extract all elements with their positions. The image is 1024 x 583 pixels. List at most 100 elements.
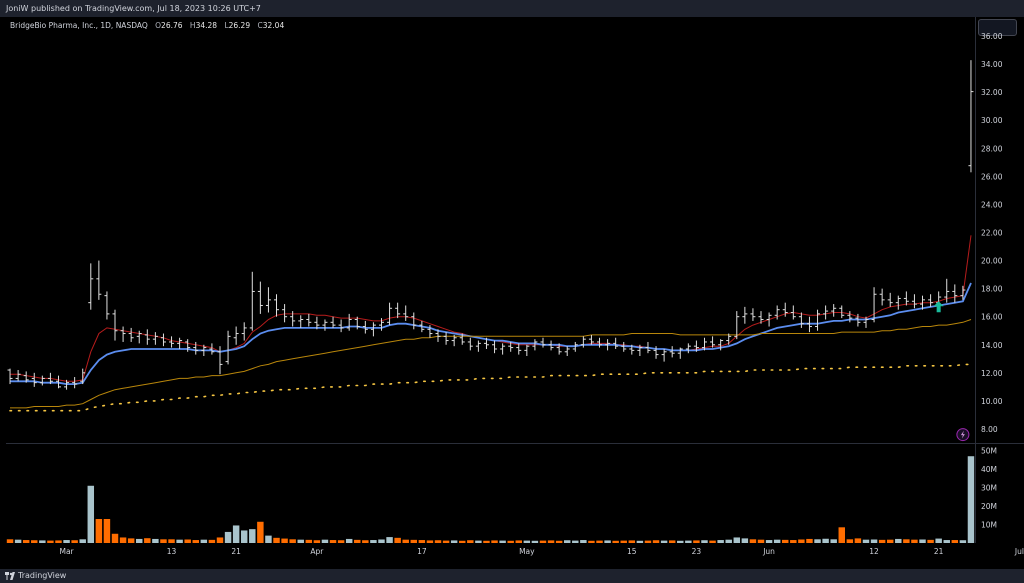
volume-bar [127, 538, 135, 543]
volume-bar [644, 540, 652, 543]
ohlc-bar [88, 263, 94, 310]
date-tick-label: 17 [417, 547, 427, 556]
ohlc-bar [580, 336, 586, 348]
volume-bar [895, 538, 902, 543]
volume-bar [870, 539, 878, 543]
ohlc-bar [928, 294, 934, 307]
volume-bar [741, 538, 749, 543]
price-tick-label: 36.00 [981, 32, 1003, 41]
volume-bar [337, 540, 345, 543]
volume-bar [402, 539, 409, 543]
ohlc-bar [815, 309, 821, 331]
volume-bar [701, 540, 708, 543]
ohlc-bar [233, 326, 239, 345]
volume-bar [919, 539, 926, 543]
signal-arrow-icon [933, 301, 944, 313]
volume-bar [224, 531, 232, 543]
ohlc-bar [290, 311, 296, 327]
volume-bar [660, 540, 668, 543]
ohlc-bar [588, 334, 594, 345]
ohlc-bar [419, 320, 425, 333]
ohlc-bar [621, 341, 627, 352]
ohlc-bar [39, 375, 45, 386]
price-tick-label: 18.00 [981, 285, 1003, 294]
volume-bar [951, 540, 959, 543]
volume-bar [475, 540, 482, 543]
volume-bar [63, 540, 70, 543]
volume-bar [725, 539, 732, 543]
volume-bar [434, 540, 442, 543]
low-label: L [224, 21, 229, 30]
volume-bar [547, 540, 555, 543]
ohlc-bar [823, 305, 829, 320]
volume-bar [354, 539, 361, 543]
volume-bar [628, 540, 636, 543]
ohlc-bar [15, 370, 21, 382]
volume-bar [305, 539, 313, 543]
ohlc-bar [217, 346, 223, 375]
volume-bar [362, 540, 369, 543]
volume-bar [87, 485, 95, 543]
ohlc-bar [782, 302, 788, 317]
volume-bar [652, 540, 660, 543]
volume-bar [39, 540, 46, 543]
ohlc-bar [120, 326, 126, 342]
ohlc-bar [112, 309, 118, 341]
ohlc-bar [443, 332, 449, 345]
volume-bar [523, 540, 531, 543]
price-tick-label: 22.00 [981, 229, 1003, 238]
volume-bar [216, 537, 224, 543]
volume-bar [572, 540, 579, 543]
ohlc-bar [128, 327, 134, 342]
volume-bar [959, 540, 967, 543]
date-tick-label: Apr [310, 547, 324, 556]
volume-bar [208, 539, 216, 543]
date-tick-label: 15 [627, 547, 637, 556]
volume-bar [257, 521, 264, 543]
volume-bar [798, 539, 805, 543]
ohlc-bar [395, 302, 401, 319]
ohlc-bar [734, 311, 740, 340]
volume-bar [886, 539, 894, 543]
brand-footer: TradingView [0, 569, 1024, 583]
ohlc-bar [403, 305, 409, 321]
ohlc-bar [241, 322, 247, 341]
ohlc-bar [306, 313, 312, 327]
ohlc-bar [209, 343, 215, 355]
price-tick-label: 30.00 [981, 116, 1003, 125]
volume-bar [709, 540, 716, 543]
ohlc-bar [55, 375, 61, 389]
ohlc-bar [548, 340, 554, 351]
ohlc-bar [710, 336, 716, 348]
volume-bar [943, 540, 950, 543]
ohlc-bar [152, 332, 158, 345]
ohlc-bar [31, 372, 37, 387]
open-value: 26.76 [161, 21, 183, 30]
volume-bar [426, 540, 434, 543]
ohlc-bar [177, 337, 183, 349]
ohlc-bar [451, 334, 457, 347]
volume-tick-label: 40M [981, 465, 997, 474]
ohlc-bar [758, 311, 764, 324]
ohlc-bar [500, 343, 506, 355]
ohlc-bar [475, 340, 481, 352]
publisher-bar: JoniW published on TradingView.com, Jul … [0, 0, 1024, 17]
volume-bar [273, 537, 280, 543]
volume-bar [265, 535, 272, 543]
ohlc-bar [718, 339, 724, 351]
volume-bar [467, 540, 474, 543]
ohlc-bar [798, 312, 804, 328]
scale-settings-button[interactable] [978, 19, 1017, 36]
low-value: 26.29 [228, 21, 251, 30]
price-tick-label: 32.00 [981, 88, 1003, 97]
price-tick-label: 14.00 [981, 341, 1003, 350]
volume-bar [136, 538, 143, 543]
volume-bar [281, 538, 288, 543]
volume-bar [814, 539, 821, 543]
ohlc-bar [136, 330, 142, 344]
high-value: 34.28 [195, 21, 218, 30]
volume-bar [862, 539, 870, 543]
ohlc-bar [597, 337, 603, 348]
ohlc-bar [80, 368, 86, 385]
